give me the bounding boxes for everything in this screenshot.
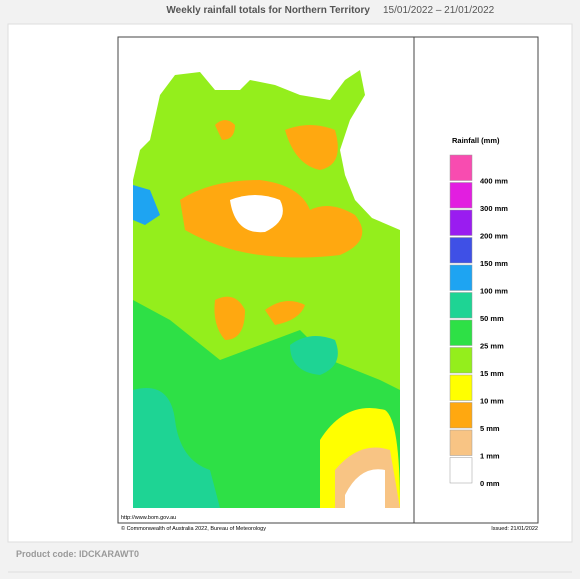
zone-white-2 bbox=[345, 469, 385, 508]
product-code: Product code: IDCKARAWT0 bbox=[16, 549, 139, 559]
legend-label: 150 mm bbox=[480, 259, 508, 268]
legend-swatch bbox=[449, 182, 473, 209]
legend-swatch bbox=[449, 429, 473, 456]
legend-label: 5 mm bbox=[480, 424, 500, 433]
zone-orange-2 bbox=[285, 125, 338, 170]
legend: 400 mm 300 mm 200 mm 150 mm 100 mm 50 mm 25 mm… bbox=[449, 154, 508, 488]
zone-orange-3 bbox=[214, 296, 245, 340]
legend-swatch bbox=[449, 457, 473, 484]
legend-swatch bbox=[449, 347, 473, 374]
zone-blue bbox=[133, 185, 160, 225]
legend-swatch bbox=[449, 237, 473, 264]
legend-label: 300 mm bbox=[480, 204, 508, 213]
legend-swatch bbox=[449, 292, 473, 319]
copyright: © Commonwealth of Australia 2022, Bureau… bbox=[121, 525, 266, 532]
map bbox=[133, 70, 400, 508]
zone-orange-5 bbox=[215, 120, 235, 140]
legend-label: 400 mm bbox=[480, 177, 508, 186]
legend-swatch bbox=[449, 374, 473, 401]
legend-title: Rainfall (mm) bbox=[452, 136, 500, 145]
legend-label: 15 mm bbox=[480, 369, 504, 378]
legend-label: 25 mm bbox=[480, 342, 504, 351]
legend-label: 1 mm bbox=[480, 452, 500, 461]
legend-swatch bbox=[449, 154, 473, 181]
legend-label: 100 mm bbox=[480, 287, 508, 296]
legend-swatch bbox=[449, 209, 473, 236]
legend-label: 50 mm bbox=[480, 314, 504, 323]
zone-orange-4 bbox=[265, 301, 305, 325]
issued: Issued: 21/01/2022 bbox=[491, 526, 538, 532]
legend-swatch bbox=[449, 402, 473, 429]
legend-label: 0 mm bbox=[480, 479, 500, 488]
legend-label: 200 mm bbox=[480, 232, 508, 241]
legend-swatch bbox=[449, 264, 473, 291]
legend-label: 10 mm bbox=[480, 397, 504, 406]
legend-swatch bbox=[449, 319, 473, 346]
url: http://www.bom.gov.au bbox=[121, 515, 176, 521]
zone-teal-2 bbox=[290, 336, 338, 375]
zone-teal bbox=[133, 388, 220, 508]
title: Weekly rainfall totals for Northern Terr… bbox=[166, 5, 370, 16]
dates: 15/01/2022 – 21/01/2022 bbox=[383, 5, 495, 16]
zone-white bbox=[230, 195, 283, 233]
